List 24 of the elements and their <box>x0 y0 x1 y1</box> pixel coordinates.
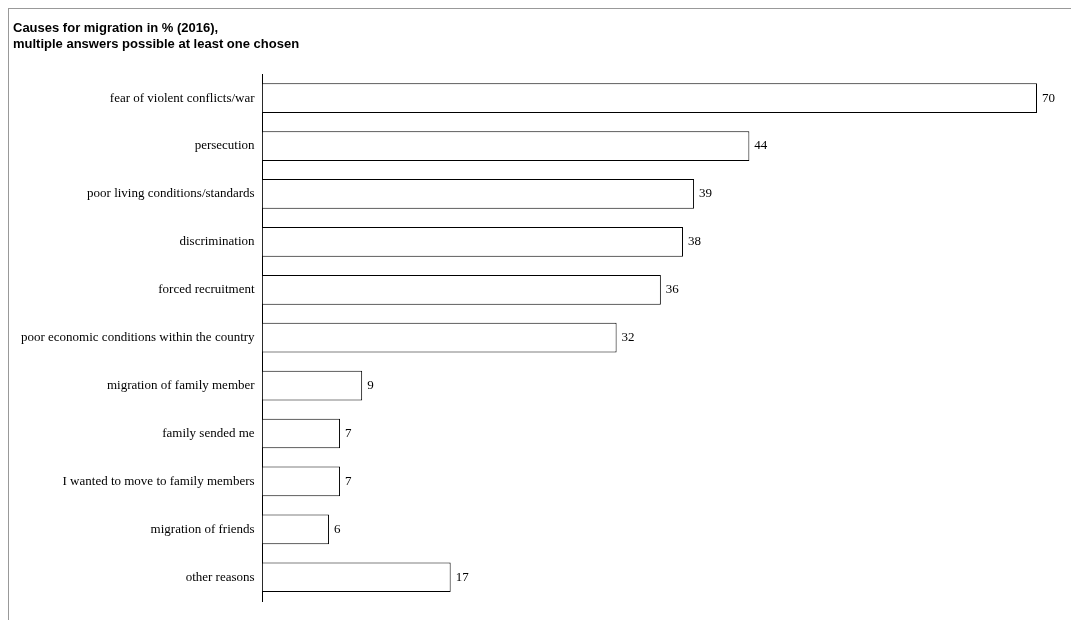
data-label: 70 <box>1042 89 1055 105</box>
y-tick-label: I wanted to move to family members <box>62 472 255 488</box>
y-tick-label: poor living conditions/standards <box>87 185 255 201</box>
y-tick-label: poor economic conditions within the country <box>21 329 256 345</box>
y-tick-label: migration of friends <box>150 520 255 536</box>
data-label: 39 <box>699 185 713 201</box>
text: Causes for migration in % (2016), <box>13 20 219 36</box>
data-label: 9 <box>367 377 374 393</box>
data-label: 32 <box>621 329 635 345</box>
y-tick-label: persecution <box>194 137 256 153</box>
y-tick-label: family sended me <box>162 424 255 440</box>
y-tick-label: discrimination <box>179 233 256 249</box>
data-label: 7 <box>345 424 353 440</box>
data-label: 38 <box>687 233 701 249</box>
data-label: 7 <box>345 472 353 488</box>
y-tick-label: other reasons <box>185 568 255 584</box>
y-tick-label: fear of violent conflicts/war <box>109 89 256 105</box>
y-tick-label: migration of family member <box>106 377 256 393</box>
data-label: 6 <box>333 520 341 536</box>
y-tick-label: forced recruitment <box>158 281 255 297</box>
data-label: 44 <box>754 137 768 153</box>
data-label: 36 <box>665 281 680 297</box>
text: multiple answers possible at least one chosen <box>13 35 300 51</box>
data-label: 17 <box>455 568 470 584</box>
